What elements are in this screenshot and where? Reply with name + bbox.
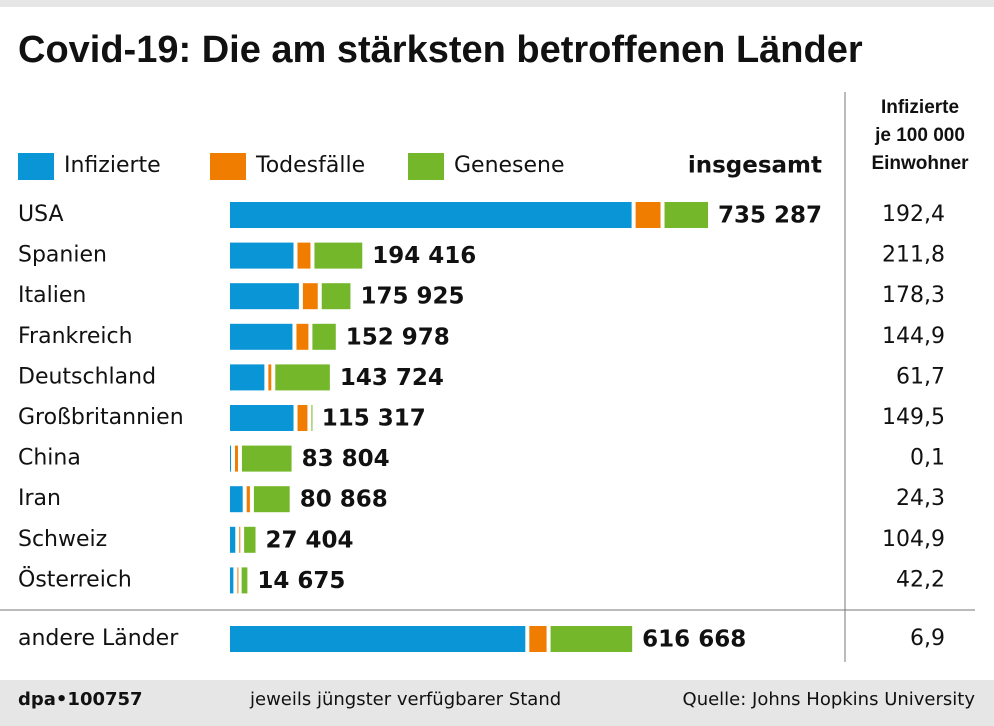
bar-segment [302, 283, 318, 310]
bar-segment [253, 486, 290, 513]
rate-header: je 100 000 [874, 125, 965, 146]
rate-header: Infizierte [881, 97, 959, 118]
rate-label: 178,3 [882, 283, 945, 308]
bar-segment [230, 323, 293, 350]
bar-segment [297, 242, 311, 269]
rate-label: 144,9 [882, 324, 945, 349]
rate-label: 149,5 [882, 405, 945, 430]
footer-id: dpa•100757 [18, 689, 143, 710]
total-header: insgesamt [688, 153, 822, 179]
category-label: Iran [18, 486, 61, 511]
category-label: Italien [18, 283, 86, 308]
total-label: 27 404 [266, 527, 354, 553]
footer-band [0, 680, 994, 726]
bar-segment [230, 445, 232, 472]
bar-segment [312, 323, 336, 350]
bar-segment [314, 242, 363, 269]
bar-segment [529, 626, 547, 652]
bar-segment [237, 567, 239, 594]
legend-label: Infizierte [64, 153, 161, 178]
footer-note: jeweils jüngster verfügbarer Stand [249, 689, 561, 710]
bar-segment [235, 445, 238, 472]
legend-label: Todesfälle [255, 153, 365, 178]
category-label: Schweiz [18, 527, 107, 552]
bar-segment [297, 405, 308, 431]
rate-label: 6,9 [910, 626, 945, 651]
bar-segment [241, 567, 248, 594]
bar-segment [635, 202, 661, 228]
category-label: Frankreich [18, 324, 133, 349]
bar-segment [296, 323, 309, 350]
bar-segment [230, 486, 243, 513]
total-label: 175 925 [360, 284, 464, 310]
top-band [0, 0, 994, 7]
legend-swatch [18, 153, 54, 180]
total-label: 616 668 [642, 627, 746, 653]
category-label: Österreich [18, 566, 132, 592]
category-label: Spanien [18, 243, 107, 268]
total-label: 14 675 [257, 568, 345, 594]
rate-header: Einwohner [871, 153, 969, 174]
total-label: 80 868 [300, 487, 388, 513]
bar-segment [230, 567, 234, 594]
bar-segment [244, 526, 256, 553]
bar-segment [230, 364, 265, 391]
bar-segment [321, 283, 351, 310]
legend-swatch [210, 153, 246, 180]
bar-segment [230, 405, 294, 431]
footer-source: Quelle: Johns Hopkins University [683, 689, 976, 710]
bar-segment [230, 283, 299, 310]
bar-segment [230, 526, 236, 553]
bar-segment [239, 526, 241, 553]
rate-label: 0,1 [910, 446, 945, 471]
bar-segment [268, 364, 272, 391]
rate-label: 24,3 [896, 486, 945, 511]
rate-label: 104,9 [882, 527, 945, 552]
category-label: China [18, 446, 81, 471]
total-label: 83 804 [302, 446, 390, 472]
bar-segment [230, 242, 294, 269]
category-label: USA [18, 202, 64, 227]
category-label: andere Länder [18, 626, 179, 651]
bar-segment [311, 405, 313, 431]
total-label: 735 287 [718, 203, 822, 229]
total-label: 143 724 [340, 365, 444, 391]
bar-segment [550, 626, 633, 652]
rate-label: 211,8 [882, 243, 945, 268]
rate-label: 42,2 [896, 567, 945, 592]
bar-segment [230, 202, 632, 228]
chart-title: Covid-19: Die am stärksten betroffenen L… [18, 29, 863, 71]
category-label: Großbritannien [18, 405, 184, 430]
legend-label: Genesene [454, 153, 565, 178]
rate-label: 61,7 [896, 364, 945, 389]
category-label: Deutschland [18, 364, 156, 389]
total-label: 194 416 [372, 243, 476, 269]
bar-segment [246, 486, 250, 513]
legend-swatch [408, 153, 444, 180]
total-label: 115 317 [322, 406, 426, 432]
bar-segment [241, 445, 292, 472]
rate-label: 192,4 [882, 202, 945, 227]
total-label: 152 978 [346, 324, 450, 350]
bar-segment [664, 202, 708, 228]
bar-segment [275, 364, 330, 391]
bar-segment [230, 626, 526, 652]
